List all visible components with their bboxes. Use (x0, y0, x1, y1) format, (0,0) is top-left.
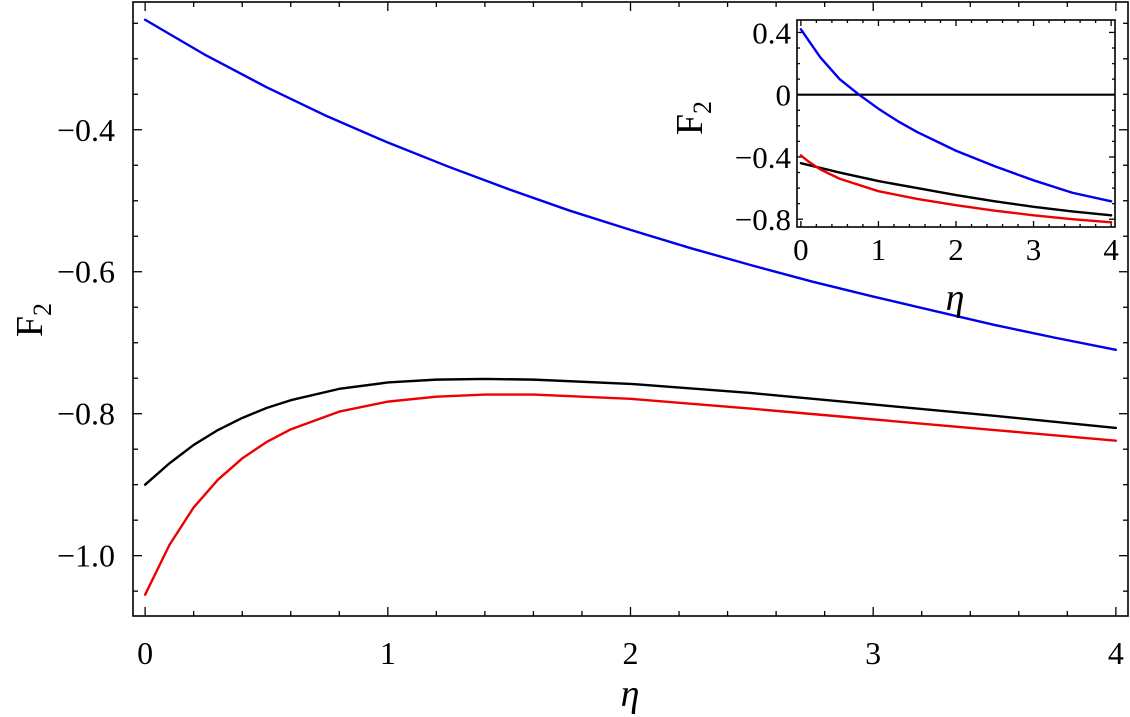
svg-text:F2: F2 (9, 303, 57, 337)
inset-x-tick-label: 3 (1026, 232, 1042, 267)
main-y-tick-label: −1.0 (57, 538, 115, 574)
main-series-blue (143, 18, 1118, 352)
inset-ticks (797, 20, 1115, 227)
main-tick-labels: 0 1 2 3 4 −0.4 −0.6 −0.8 −1.0 (57, 112, 1124, 671)
main-y-axis-label: F2 (9, 303, 57, 337)
inset-x-tick-label: 2 (948, 232, 964, 267)
inset-series-red (799, 154, 1113, 224)
main-y-axis-label-main: F (9, 316, 51, 337)
main-x-tick-label: 2 (623, 635, 639, 671)
inset-y-axis-label-sub: 2 (688, 101, 717, 114)
main-x-tick-label: 1 (380, 635, 396, 671)
inset-x-tick-label: 1 (871, 232, 887, 267)
inset-plot: 0 1 2 3 40.40−0.4−0.8 η F2 (669, 15, 1119, 319)
main-y-tick-label: −0.8 (57, 396, 115, 432)
main-ticks (133, 2, 1128, 616)
inset-y-tick-label: −0.8 (735, 202, 791, 237)
main-plot: 0 1 2 3 4−0.4−0.6−0.8−1.0 η F2 (9, 1, 1129, 715)
inset-y-tick-label: 0.4 (752, 15, 791, 50)
inset-y-tick-label: −0.4 (735, 140, 792, 175)
main-series-red (143, 393, 1118, 596)
inset-tick-labels: 0 1 2 3 4 0.4 0 −0.4 −0.8 (735, 15, 1120, 267)
inset-background (797, 20, 1115, 227)
inset-series-black (799, 161, 1113, 217)
inset-x-axis-label: η (946, 277, 965, 319)
inset-x-tick-label: 4 (1103, 232, 1119, 267)
inset-y-tick-label: 0 (776, 78, 792, 113)
main-x-tick-label: 4 (1108, 635, 1124, 671)
svg-text:F2: F2 (669, 101, 717, 135)
main-series-black (143, 377, 1118, 486)
inset-x-tick-label: 0 (793, 232, 809, 267)
main-x-tick-label: 0 (137, 635, 153, 671)
main-x-axis-label: η (621, 673, 640, 715)
main-x-tick-label: 3 (865, 635, 881, 671)
main-y-axis-label-sub: 2 (28, 303, 57, 316)
inset-series-blue (799, 28, 1113, 203)
inset-y-axis-label: F2 (669, 101, 717, 135)
inset-curves (799, 28, 1113, 224)
main-y-tick-label: −0.4 (57, 112, 115, 148)
main-curves (143, 18, 1118, 596)
inset-y-axis-label-main: F (669, 114, 711, 135)
main-y-tick-label: −0.6 (57, 254, 115, 290)
